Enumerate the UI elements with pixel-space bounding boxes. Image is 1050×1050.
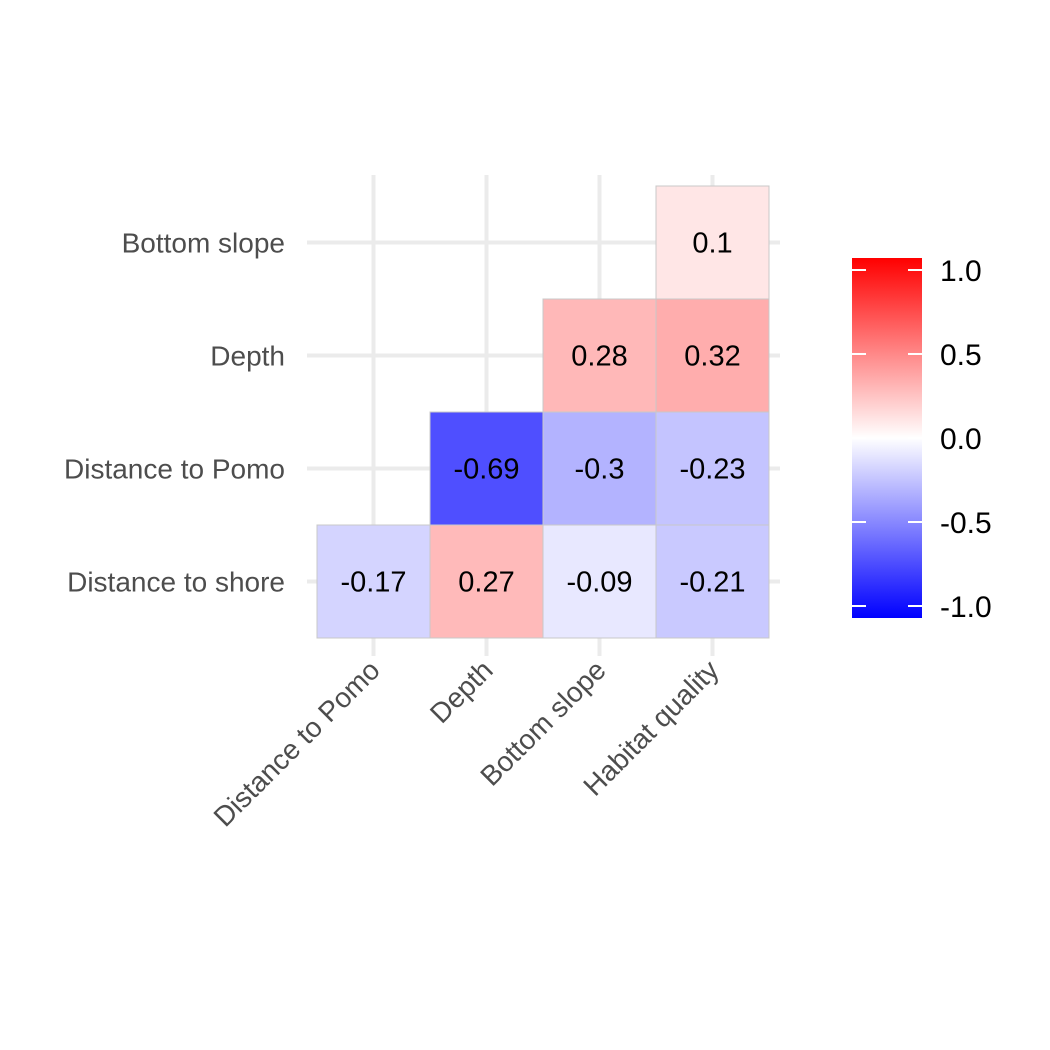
color-legend: 1.0 0.5 0.0 -0.5 -1.0	[852, 255, 992, 624]
cell-value-label: 0.1	[692, 228, 732, 260]
y-axis-ticks: Distance to shore Distance to Pomo Depth Bo…	[64, 228, 285, 598]
legend-tick-label: 0.5	[940, 339, 982, 372]
heatmap-cells: -0.17 0.27 -0.09 -0.21 -0.69 -0.3 -0.23 0.28 0.3…	[316, 185, 770, 639]
y-tick-label-bottom-slope: Bottom slope	[122, 228, 285, 259]
heatmap-cell-distance-to-shore-depth	[429, 524, 544, 639]
x-tick-label-depth: Depth	[424, 654, 499, 729]
legend-tick-label: -1.0	[940, 591, 992, 624]
cell-value-label: -0.69	[453, 454, 519, 486]
legend-tick-label: 0.0	[940, 423, 982, 456]
heatmap-cell-depth-bottom-slope	[542, 298, 657, 413]
legend-tick-label: 1.0	[940, 255, 982, 288]
cell-value-label: -0.3	[575, 454, 625, 486]
heatmap-cell-depth-habitat-quality	[655, 298, 770, 413]
cell-value-label: -0.17	[340, 567, 406, 599]
y-tick-label-depth: Depth	[210, 341, 285, 372]
legend-ticks: 1.0 0.5 0.0 -0.5 -1.0	[852, 255, 992, 624]
y-tick-label-distance-to-shore: Distance to shore	[67, 567, 285, 598]
cell-value-label: -0.21	[679, 567, 745, 599]
x-tick-label-distance-to-pomo: Distance to Pomo	[208, 654, 386, 832]
cell-value-label: 0.27	[458, 567, 514, 599]
cell-value-label: 0.28	[571, 341, 627, 373]
y-tick-label-distance-to-pomo: Distance to Pomo	[64, 454, 285, 485]
heatmap-cell-distance-to-shore-bottom-slope	[542, 524, 657, 639]
heatmap-cell-distance-to-shore-habitat-quality	[655, 524, 770, 639]
heatmap-cell-distance-to-pomo-bottom-slope	[542, 411, 657, 526]
cell-value-label: 0.32	[684, 341, 740, 373]
legend-tick-label: -0.5	[940, 507, 992, 540]
cell-value-label: -0.09	[566, 567, 632, 599]
heatmap-cell-bottom-slope-habitat-quality	[655, 185, 770, 300]
cell-value-label: -0.23	[679, 454, 745, 486]
heatmap-cell-distance-to-shore-distance-to-pomo	[316, 524, 431, 639]
